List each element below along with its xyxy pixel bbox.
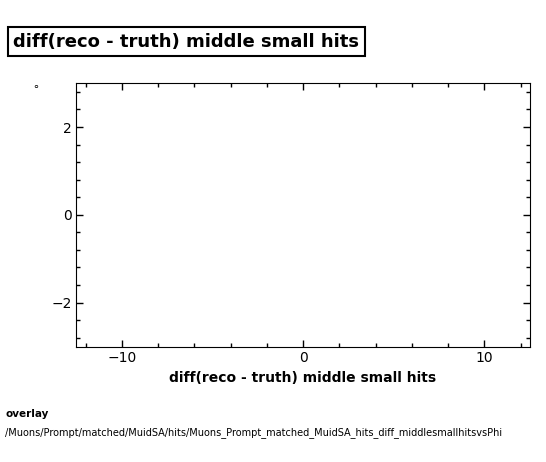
Text: diff(reco - truth) middle small hits: diff(reco - truth) middle small hits (13, 33, 359, 50)
Text: overlay: overlay (5, 409, 49, 419)
X-axis label: diff(reco - truth) middle small hits: diff(reco - truth) middle small hits (169, 371, 437, 385)
Text: /Muons/Prompt/matched/MuidSA/hits/Muons_Prompt_matched_MuidSA_hits_diff_middlesm: /Muons/Prompt/matched/MuidSA/hits/Muons_… (5, 427, 502, 438)
Text: $\circ$: $\circ$ (32, 80, 39, 91)
